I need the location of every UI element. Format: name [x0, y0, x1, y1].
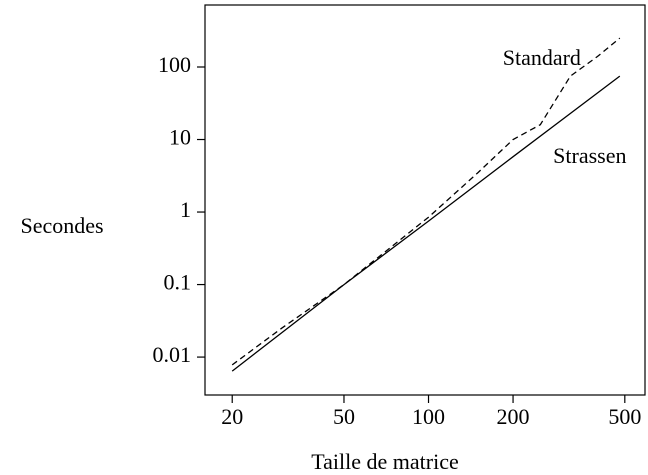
- y-tick-label: 1: [180, 197, 191, 222]
- y-axis-label: Secondes: [20, 213, 103, 238]
- x-tick-label: 50: [333, 404, 355, 429]
- series-label: Standard: [503, 45, 581, 70]
- x-tick-label: 100: [412, 404, 445, 429]
- series-label: Strassen: [553, 143, 626, 168]
- y-tick-label: 100: [158, 52, 191, 77]
- x-tick-label: 20: [221, 404, 243, 429]
- series-line: [231, 75, 621, 372]
- x-tick-label: 200: [497, 404, 530, 429]
- y-tick-label: 0.1: [164, 270, 192, 295]
- x-tick-label: 500: [608, 404, 641, 429]
- x-axis-label: Taille de matrice: [311, 449, 459, 474]
- plot-frame: [204, 4, 646, 396]
- y-tick-label: 0.01: [153, 342, 192, 367]
- series-line: [231, 37, 621, 366]
- y-tick-label: 10: [169, 125, 191, 150]
